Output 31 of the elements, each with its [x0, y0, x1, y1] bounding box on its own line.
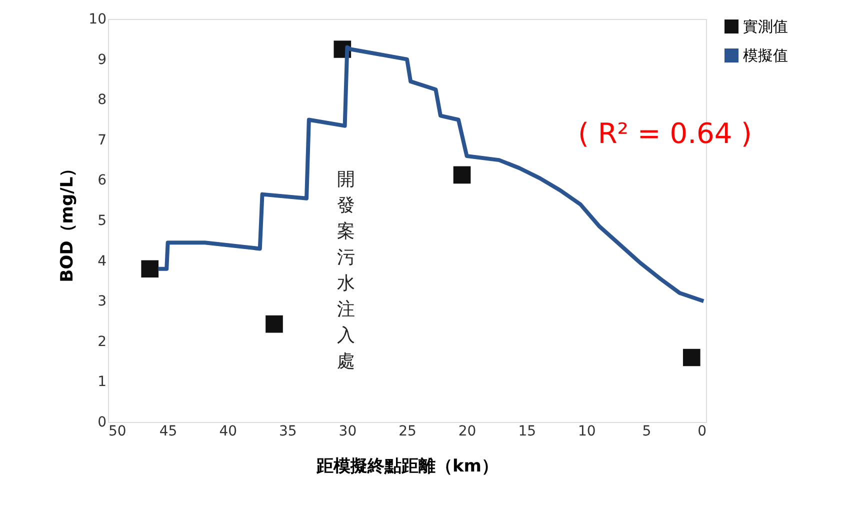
- x-tick-label: 45: [159, 424, 178, 440]
- x-tick-label: 50: [108, 424, 126, 440]
- annotation: 開發案污水注入處: [337, 169, 355, 372]
- x-axis-title: 距模擬終點距離（km）: [315, 456, 499, 476]
- point: [141, 260, 159, 278]
- annotation: ( R² = 0.64 ): [578, 117, 752, 150]
- y-tick-label: 1: [98, 374, 106, 390]
- x-tick-label: 30: [338, 424, 357, 440]
- y-tick-label: 8: [98, 92, 106, 108]
- y-axis-title: BOD（mg/L）: [58, 160, 78, 282]
- point: [266, 315, 283, 333]
- x-tick-label: 10: [578, 424, 596, 440]
- legend-label: 實測值: [743, 18, 788, 36]
- x-tick-label: 0: [698, 424, 706, 440]
- y-tick-label: 2: [98, 334, 106, 350]
- y-tick-label: 5: [98, 213, 106, 229]
- y-tick-label: 6: [98, 172, 107, 189]
- y-tick-label: 7: [98, 132, 106, 148]
- x-tick-label: 40: [219, 424, 238, 440]
- x-tick-label: 35: [278, 424, 297, 440]
- x-tick-label: 25: [398, 424, 416, 440]
- point: [453, 166, 471, 184]
- x-tick-label: 5: [642, 424, 652, 440]
- y-tick-label: 4: [98, 253, 107, 270]
- x-tick-label: 20: [458, 424, 476, 440]
- point: [682, 348, 700, 366]
- y-tick-label: 9: [98, 52, 106, 68]
- x-tick-label: 15: [518, 424, 536, 440]
- legend-label: 模擬值: [743, 46, 788, 64]
- y-tick-label: 10: [88, 12, 106, 28]
- y-tick-label: 3: [98, 294, 106, 310]
